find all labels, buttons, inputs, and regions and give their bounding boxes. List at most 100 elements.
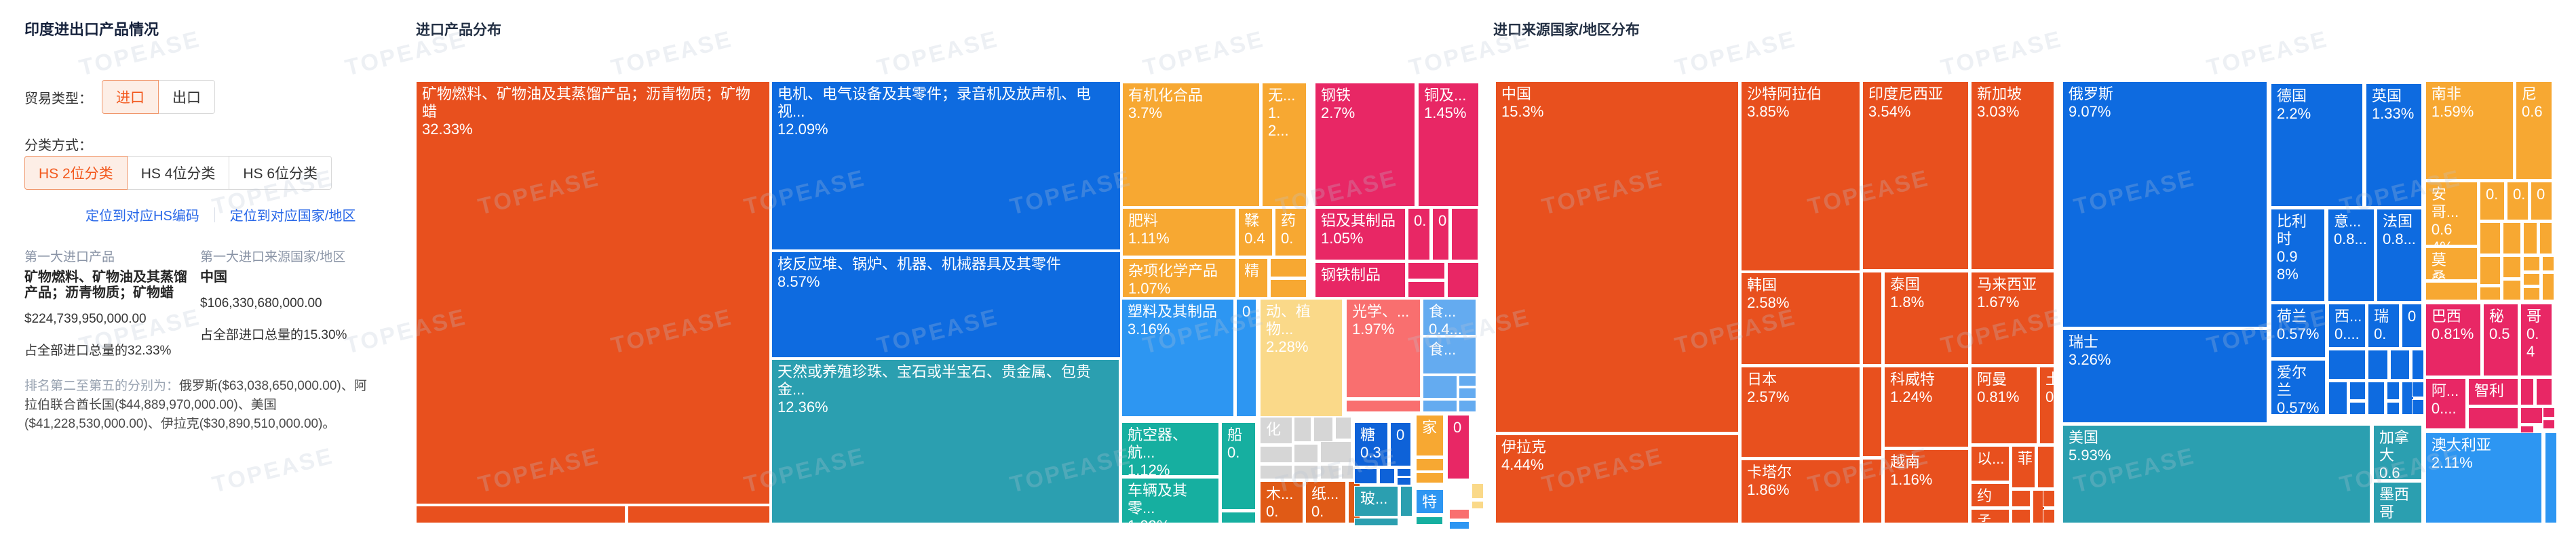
treemap-cell[interactable] <box>1446 262 1479 298</box>
treemap-cell[interactable] <box>2349 401 2366 415</box>
treemap-cell[interactable] <box>2328 350 2366 380</box>
treemap-cell[interactable]: 菲 <box>2011 446 2035 489</box>
treemap-cell[interactable] <box>1334 416 1351 439</box>
treemap-cell[interactable] <box>1862 459 1883 523</box>
treemap-cell[interactable] <box>2411 399 2424 415</box>
treemap-cell[interactable] <box>2545 432 2558 523</box>
treemap-cell[interactable]: 0 <box>2530 182 2552 220</box>
treemap-cell[interactable] <box>2539 222 2552 255</box>
treemap-cell[interactable]: 特 <box>1416 489 1444 514</box>
treemap-cell[interactable] <box>1862 271 1883 365</box>
treemap-cell[interactable] <box>1400 486 1413 517</box>
treemap-cell[interactable] <box>2520 378 2534 405</box>
treemap-cell[interactable] <box>2520 407 2543 424</box>
treemap-cell[interactable] <box>1313 416 1333 442</box>
treemap-cell[interactable] <box>1379 468 1396 484</box>
treemap-cell[interactable]: 鞣 0.4 <box>1238 208 1273 256</box>
treemap-cell[interactable] <box>1458 376 1476 386</box>
link-locate-hs-code[interactable]: 定位到对应HS编码 <box>85 209 199 224</box>
treemap-cell[interactable]: 动、植物... 2.28% <box>1260 299 1343 417</box>
treemap-cell[interactable]: 伊拉克 4.44% <box>1495 434 1739 523</box>
treemap-cell[interactable] <box>1341 464 1353 479</box>
treemap-cell[interactable]: 光学、... 1.97% <box>1345 299 1421 398</box>
treemap-cell[interactable] <box>1260 446 1292 464</box>
link-locate-country[interactable]: 定位到对应国家/地区 <box>229 209 356 224</box>
treemap-cell[interactable] <box>1294 444 1319 463</box>
treemap-cell[interactable]: 天然或养殖珍珠、宝石或半宝石、贵金属、包贵金... 12.36% <box>771 359 1120 524</box>
treemap-cell[interactable] <box>2411 350 2424 380</box>
treemap-cell[interactable]: 木...0.4... <box>1260 481 1303 524</box>
treemap-cell[interactable]: 哥 0.4 <box>2520 304 2552 377</box>
treemap-cell[interactable]: 阿曼 0.81% <box>1971 366 2038 444</box>
treemap-cell[interactable] <box>1472 500 1484 509</box>
treemap-cell[interactable] <box>2523 287 2541 300</box>
treemap-cell[interactable] <box>1294 416 1312 442</box>
treemap-cell[interactable] <box>1320 464 1340 479</box>
treemap-cell[interactable] <box>1408 281 1445 298</box>
treemap-cell[interactable]: 0 <box>1446 414 1470 479</box>
treemap-cell[interactable]: 秘 0.5 <box>2482 304 2518 377</box>
treemap-cell[interactable]: 0 <box>1389 422 1411 466</box>
treemap-cell[interactable] <box>1458 388 1476 399</box>
treemap-cell[interactable]: 巴西 0.81% <box>2425 304 2481 377</box>
treemap-cell[interactable] <box>2479 287 2501 300</box>
treemap-cell[interactable] <box>1345 400 1421 413</box>
treemap-cell[interactable]: 药 0. <box>1274 208 1307 256</box>
treemap-cell[interactable]: 泰国 1.8% <box>1883 271 1969 365</box>
treemap-cell[interactable] <box>1354 517 1399 526</box>
treemap-cell[interactable]: 韩国 2.58% <box>1741 272 1861 365</box>
treemap-cell[interactable]: 越南 1.16% <box>1883 449 1969 523</box>
treemap-cell[interactable] <box>2502 279 2521 300</box>
treemap-cell[interactable]: 钢铁制品 <box>1315 262 1406 298</box>
treemap-cell[interactable] <box>2523 222 2538 255</box>
treemap-cell[interactable] <box>2467 407 2518 430</box>
treemap-cell[interactable]: 0. <box>2479 182 2505 220</box>
treemap-cell[interactable]: 瑞士 3.26% <box>2062 329 2268 423</box>
treemap-cell[interactable]: 土...0.... <box>2039 366 2054 444</box>
treemap-cell[interactable] <box>1416 458 1444 471</box>
treemap-cell[interactable]: 以... <box>1971 446 2010 482</box>
treemap-cell[interactable] <box>1294 464 1319 479</box>
treemap-cell[interactable] <box>1472 483 1484 499</box>
treemap-cell[interactable] <box>1416 516 1444 525</box>
treemap-cell[interactable] <box>2042 509 2055 524</box>
treemap-cell[interactable]: 无... 1.2... <box>1262 83 1307 207</box>
tab-hs4[interactable]: HS 4位分类 <box>126 156 230 190</box>
treemap-cell[interactable] <box>2368 350 2388 380</box>
treemap-cell[interactable]: 卡塔尔 1.86% <box>1741 459 1861 523</box>
treemap-cell[interactable] <box>2479 222 2501 255</box>
treemap-cell[interactable] <box>2479 256 2501 285</box>
treemap-cell[interactable]: 0. <box>2507 182 2529 220</box>
treemap-cell[interactable] <box>1422 400 1457 413</box>
treemap-cell[interactable] <box>2411 381 2424 397</box>
treemap-cell[interactable] <box>1448 521 1469 529</box>
treemap-cell[interactable]: 纸...0.4... <box>1305 481 1346 524</box>
treemap-cell[interactable] <box>2386 401 2400 415</box>
treemap-cell[interactable]: 铝及其制品 1.05% <box>1315 208 1406 261</box>
treemap-cell[interactable] <box>2542 407 2555 418</box>
treemap-cell[interactable]: 阿... 0.... <box>2425 378 2466 429</box>
treemap-cell[interactable]: 糖 0.3 <box>1354 422 1389 466</box>
treemap-cell[interactable] <box>2523 256 2541 271</box>
treemap-cell[interactable] <box>2542 419 2555 429</box>
trade-type-import-button[interactable]: 进口 <box>102 80 159 114</box>
treemap-cell[interactable] <box>1269 279 1307 298</box>
treemap-cell[interactable] <box>2541 256 2554 271</box>
treemap-cell[interactable] <box>2011 489 2031 507</box>
treemap-cell[interactable]: 航空器、航... 1.12% <box>1121 422 1220 476</box>
treemap-cell[interactable]: 俄罗斯 9.07% <box>2062 81 2268 327</box>
treemap-cell[interactable]: 铜及... 1.45% <box>1418 83 1479 207</box>
trade-type-export-button[interactable]: 出口 <box>158 80 215 114</box>
treemap-cell[interactable] <box>1448 509 1469 519</box>
treemap-cell[interactable]: 杂项化学产品 1.07% <box>1121 258 1236 298</box>
treemap-cell[interactable] <box>1260 464 1292 479</box>
treemap-cell[interactable]: 法国 0.8... <box>2377 208 2422 302</box>
treemap-cell[interactable] <box>627 505 770 523</box>
treemap-cell[interactable] <box>1862 366 1883 457</box>
treemap-cell[interactable] <box>2328 381 2347 415</box>
treemap-cell[interactable] <box>2401 381 2414 415</box>
treemap-cell[interactable]: 孟... <box>1971 509 2010 524</box>
treemap-cell[interactable] <box>1408 262 1445 279</box>
treemap-cell[interactable]: 新加坡 3.03% <box>1971 81 2054 270</box>
treemap-cell[interactable]: 爱尔兰 0.57% <box>2271 360 2326 416</box>
